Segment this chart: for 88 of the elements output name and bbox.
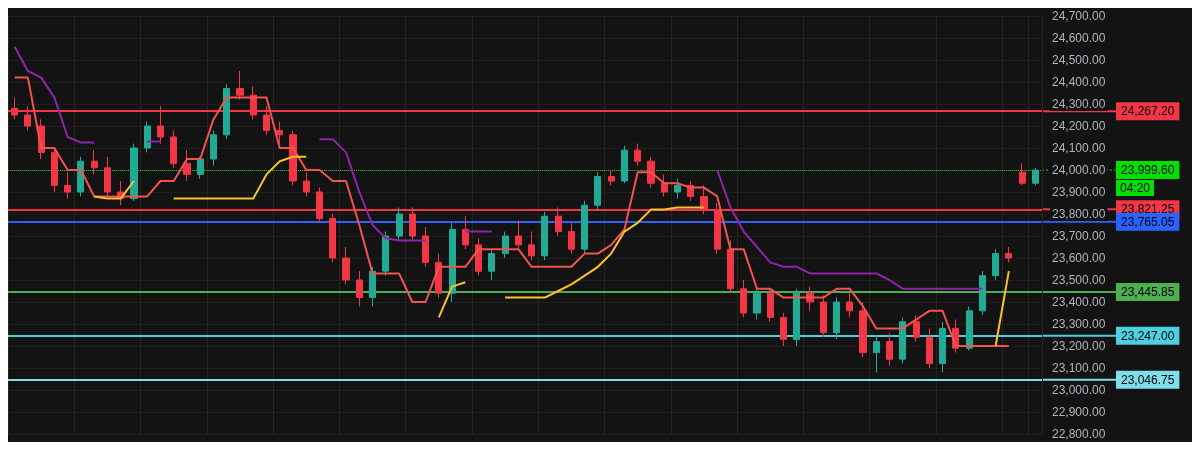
y-tick-label: 24,500.00 <box>1052 53 1106 67</box>
candlestick <box>608 169 615 186</box>
candlestick <box>382 231 389 277</box>
ref-line-label: 23,046.75 <box>1121 372 1175 387</box>
candlestick <box>1032 167 1039 186</box>
y-tick-label: 23,300.00 <box>1052 317 1106 331</box>
y-tick-label: 24,000.00 <box>1052 163 1106 177</box>
candlestick <box>581 200 588 255</box>
y-tick-label: 23,600.00 <box>1052 251 1106 265</box>
candlestick <box>740 279 747 318</box>
candlestick <box>183 149 191 182</box>
candlestick <box>528 231 535 261</box>
candlestick <box>475 237 482 277</box>
candlestick <box>820 294 827 338</box>
candlestick <box>674 178 681 200</box>
candlestick <box>846 292 853 318</box>
candlestick <box>767 288 774 323</box>
candlestick <box>992 248 999 281</box>
candlestick <box>303 171 310 197</box>
y-tick-label: 22,900.00 <box>1052 405 1106 419</box>
candlestick <box>966 305 973 351</box>
candlestick <box>488 248 495 281</box>
y-tick-label: 23,700.00 <box>1052 229 1106 243</box>
candlestick <box>886 332 893 367</box>
candlestick <box>873 334 880 373</box>
candlestick <box>223 83 230 140</box>
candlestick <box>369 266 376 307</box>
y-tick-label: 24,400.00 <box>1052 75 1106 89</box>
candlestick <box>979 270 986 316</box>
ref-line-label: 23,765.05 <box>1121 214 1175 229</box>
y-tick-label: 23,900.00 <box>1052 185 1106 199</box>
candlestick <box>64 171 71 200</box>
candlestick <box>568 222 575 255</box>
candlestick <box>236 70 244 101</box>
y-tick-label: 23,400.00 <box>1052 295 1106 309</box>
candlestick <box>91 149 98 175</box>
candlestick <box>276 121 283 145</box>
ref-line-label: 23,999.60 <box>1121 163 1175 178</box>
candlestick <box>396 206 403 241</box>
y-tick-label: 22,800.00 <box>1052 427 1106 441</box>
candlestick <box>753 288 761 321</box>
candlestick <box>130 143 138 202</box>
candlestick <box>210 129 217 167</box>
y-tick-label: 23,100.00 <box>1052 361 1106 375</box>
y-tick-label: 23,500.00 <box>1052 273 1106 287</box>
candlestick <box>621 145 628 184</box>
candlestick <box>661 173 668 197</box>
candlestick <box>329 213 336 263</box>
y-tick-label: 23,800.00 <box>1052 207 1106 221</box>
candlestick <box>913 314 920 343</box>
ref-line-label: 24,267.20 <box>1121 104 1175 119</box>
candlestick <box>462 215 469 250</box>
candlestick <box>104 156 111 197</box>
y-tick-label: 24,100.00 <box>1052 141 1106 155</box>
y-tick-label: 23,200.00 <box>1052 339 1106 353</box>
candlestick <box>422 226 429 268</box>
candlestick <box>926 327 933 369</box>
candlestick <box>899 316 906 365</box>
candlestick <box>793 288 800 347</box>
ref-line-label: 23,445.85 <box>1121 284 1175 299</box>
y-tick-label: 24,300.00 <box>1052 97 1106 111</box>
text: 04:20 <box>1120 181 1151 196</box>
y-tick-label: 24,600.00 <box>1052 31 1106 45</box>
candlestick <box>356 270 363 307</box>
ref-line-label: 23,821.25 <box>1121 202 1175 217</box>
candlestick <box>342 246 350 285</box>
candlestick <box>939 321 946 373</box>
y-tick-label: 24,700.00 <box>1052 9 1106 23</box>
candlestick <box>449 222 456 303</box>
candlestick <box>51 147 58 193</box>
candlestick <box>859 301 867 358</box>
y-tick-label: 24,200.00 <box>1052 119 1106 133</box>
candlestick <box>541 211 548 261</box>
candlestick <box>197 156 204 180</box>
ref-line-label: 23,247.00 <box>1121 328 1175 343</box>
candlestick <box>77 156 84 197</box>
candlestick <box>634 143 641 167</box>
candlestick <box>515 220 522 250</box>
candlestick <box>594 171 601 211</box>
candlestick <box>144 121 151 153</box>
candlestick <box>1019 162 1026 186</box>
candlestick <box>170 129 177 169</box>
candlestick <box>833 297 840 340</box>
candlestick <box>727 239 734 294</box>
candlestick <box>780 312 787 347</box>
y-tick-label: 23,000.00 <box>1052 383 1106 397</box>
line-series <box>13 76 1010 347</box>
candlestick <box>1005 246 1012 263</box>
